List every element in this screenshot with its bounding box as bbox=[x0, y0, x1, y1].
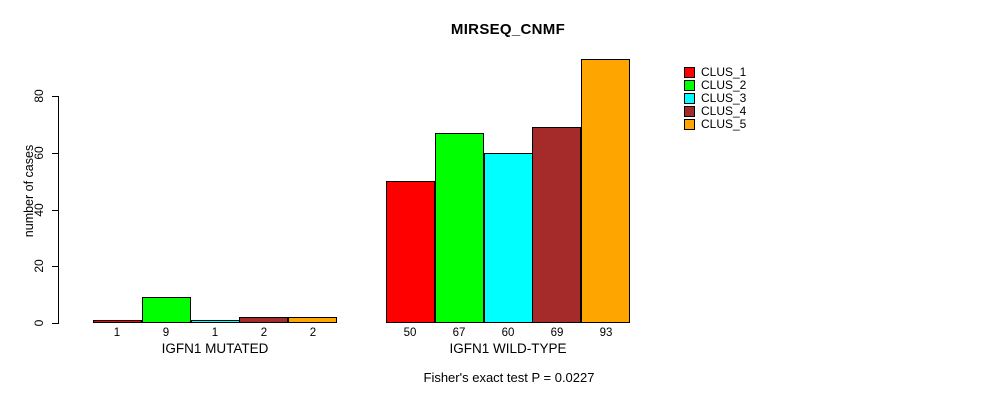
y-tick-label: 60 bbox=[32, 146, 46, 160]
bar-clus_1 bbox=[93, 320, 142, 323]
y-tick-mark bbox=[52, 96, 59, 97]
chart-title: MIRSEQ_CNMF bbox=[450, 21, 566, 38]
legend-swatch-icon bbox=[684, 80, 695, 91]
y-tick-label: 20 bbox=[32, 259, 46, 273]
bar-value-label: 1 bbox=[113, 327, 121, 339]
y-tick-label: 0 bbox=[32, 319, 46, 327]
bar-clus_4 bbox=[532, 127, 581, 323]
y-tick-label: 80 bbox=[32, 89, 46, 103]
legend-item: CLUS_1 bbox=[684, 66, 746, 79]
bar-clus_3 bbox=[191, 320, 240, 323]
bar-clus_2 bbox=[142, 297, 191, 323]
y-tick-mark bbox=[52, 323, 59, 324]
legend-item: CLUS_4 bbox=[684, 105, 746, 118]
bar-value-label: 2 bbox=[309, 327, 317, 339]
legend-label: CLUS_5 bbox=[701, 117, 747, 131]
legend-label: CLUS_1 bbox=[701, 65, 747, 79]
bar-value-label: 1 bbox=[211, 327, 219, 339]
bar-value-label: 9 bbox=[162, 327, 170, 339]
bar-value-label: 93 bbox=[599, 327, 613, 339]
legend-label: CLUS_2 bbox=[701, 78, 747, 92]
legend-item: CLUS_3 bbox=[684, 92, 746, 105]
bar-value-label: 67 bbox=[452, 327, 466, 339]
bar-value-label: 60 bbox=[501, 327, 515, 339]
y-tick-label: 40 bbox=[32, 203, 46, 217]
bar-clus_5 bbox=[288, 317, 337, 323]
legend: CLUS_1 CLUS_2 CLUS_3 CLUS_4 CLUS_5 bbox=[684, 66, 746, 131]
legend-swatch-icon bbox=[684, 93, 695, 104]
bar-clus_2 bbox=[435, 133, 484, 323]
bar-clus_4 bbox=[239, 317, 288, 323]
bar-clus_5 bbox=[581, 59, 630, 323]
group-label: IGFN1 WILD-TYPE bbox=[449, 341, 567, 356]
legend-swatch-icon bbox=[684, 67, 695, 78]
legend-item: CLUS_5 bbox=[684, 118, 746, 131]
footer-note: Fisher's exact test P = 0.0227 bbox=[423, 370, 595, 385]
legend-swatch-icon bbox=[684, 119, 695, 130]
legend-swatch-icon bbox=[684, 106, 695, 117]
y-tick-mark bbox=[52, 266, 59, 267]
bar-value-label: 2 bbox=[260, 327, 268, 339]
bar-value-label: 69 bbox=[550, 327, 564, 339]
group-label: IGFN1 MUTATED bbox=[161, 341, 269, 356]
bar-clus_1 bbox=[386, 181, 435, 323]
legend-label: CLUS_3 bbox=[701, 91, 747, 105]
y-tick-mark bbox=[52, 210, 59, 211]
legend-label: CLUS_4 bbox=[701, 104, 747, 118]
bar-value-label: 50 bbox=[403, 327, 417, 339]
bar-clus_3 bbox=[484, 153, 533, 323]
y-tick-mark bbox=[52, 153, 59, 154]
legend-item: CLUS_2 bbox=[684, 79, 746, 92]
